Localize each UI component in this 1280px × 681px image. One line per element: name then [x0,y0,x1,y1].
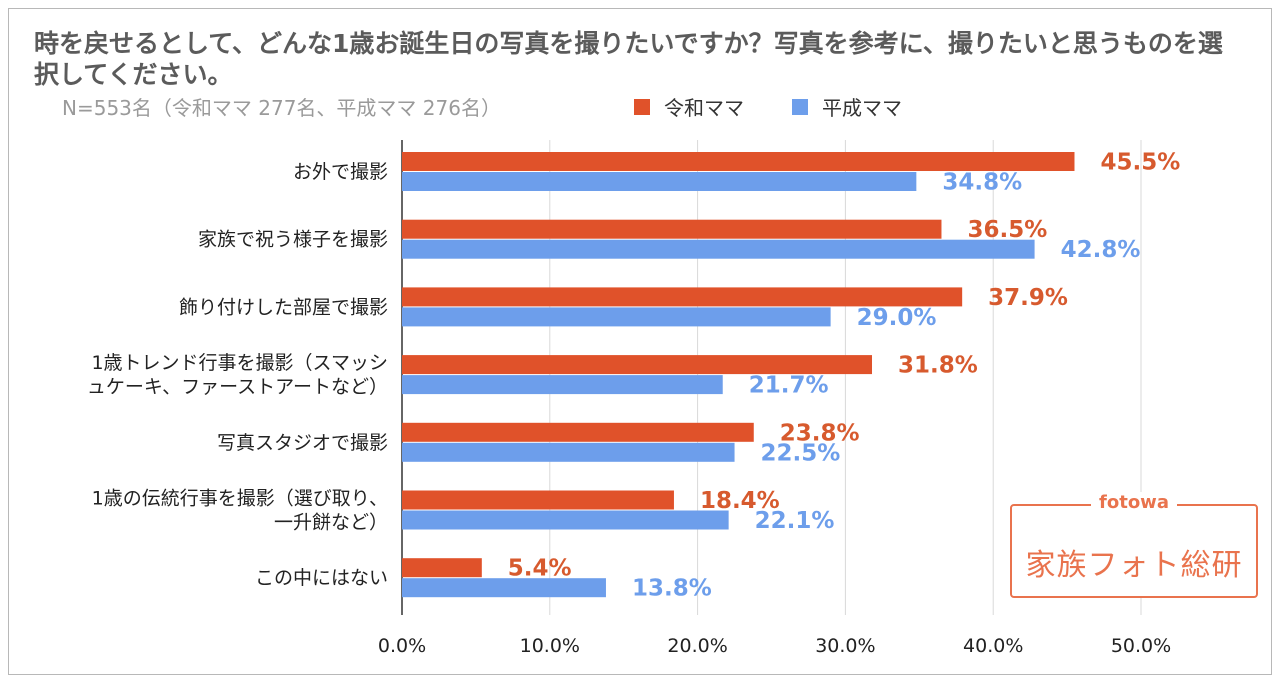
data-label-heisei: 21.7% [749,373,829,399]
bar-reiwa [402,219,942,239]
logo-brand: fotowa [1012,492,1256,513]
x-tick-label: 40.0% [963,635,1023,657]
bar-heisei [402,578,606,598]
bar-reiwa [402,422,754,442]
x-tick-label: 30.0% [815,635,875,657]
category-label: 写真スタジオで撮影 [217,432,388,454]
category-label: 一升餅など） [274,512,388,534]
legend-swatch-reiwa [634,98,650,115]
data-label-reiwa: 37.9% [988,285,1068,311]
data-label-heisei: 22.5% [761,440,841,466]
data-label-heisei: 22.1% [755,508,835,534]
category-label: お外で撮影 [293,161,388,183]
data-label-reiwa: 31.8% [898,353,978,379]
data-label-heisei: 29.0% [857,305,937,331]
bar-heisei [402,375,723,395]
legend-item-reiwa: 令和ママ [634,92,744,121]
legend-swatch-heisei [792,98,808,115]
category-label: 1歳トレンド行事を撮影（スマッシ [91,352,388,374]
legend-label-heisei: 平成ママ [822,96,902,120]
fotowa-logo: fotowa 家族フォト総研 [1010,492,1258,598]
chart-subtitle: N=553名（令和ママ 277名、平成ママ 276名） [62,96,501,120]
category-label: ュケーキ、ファーストアートなど） [87,376,388,398]
x-tick-label: 20.0% [667,635,727,657]
legend-label-reiwa: 令和ママ [664,96,744,120]
bar-heisei [402,172,917,191]
data-label-reiwa: 36.5% [967,217,1047,243]
bar-heisei [402,307,831,327]
data-label-heisei: 42.8% [1061,237,1141,263]
x-tick-label: 10.0% [520,635,580,657]
data-label-reiwa: 45.5% [1100,150,1180,176]
bar-reiwa [402,355,873,375]
bar-heisei [402,442,735,462]
bar-reiwa [402,152,1075,171]
bar-reiwa [402,287,963,307]
x-tick-label: 50.0% [1111,635,1171,657]
data-label-heisei: 34.8% [942,170,1022,196]
legend-item-heisei: 平成ママ [792,92,902,121]
x-tick-label: 0.0% [378,635,426,657]
data-label-reiwa: 23.8% [780,420,860,446]
category-label: この中にはない [255,567,388,589]
bar-reiwa [402,558,482,578]
data-label-reiwa: 5.4% [508,556,572,582]
logo-name: 家族フォト総研 [1025,548,1243,583]
data-label-heisei: 13.8% [632,576,712,602]
bar-heisei [402,239,1035,259]
bar-reiwa [402,490,674,510]
category-label: 家族で祝う様子を撮影 [198,229,388,251]
chart-title: 時を戻せるとして、どんな1歳お誕生日の写真を撮りたいですか？写真を参考に、撮りた… [34,29,1223,89]
data-label-reiwa: 18.4% [700,488,780,514]
category-label: 飾り付けした部屋で撮影 [179,296,388,318]
bar-heisei [402,510,729,530]
category-label: 1歳の伝統行事を撮影（選び取り、 [92,488,388,510]
